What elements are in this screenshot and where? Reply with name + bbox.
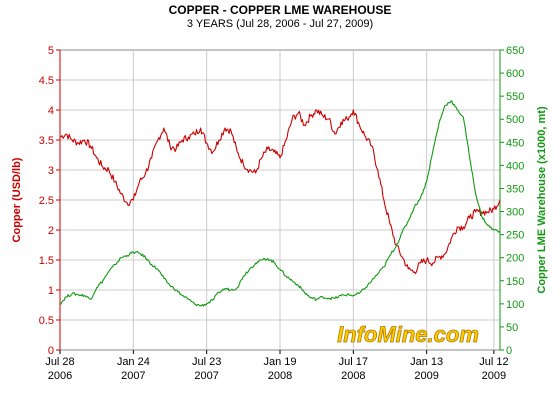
left-tick-label: 4 [48,105,54,117]
x-tick-label-date: Jul 17 [339,356,368,368]
right-tick-label: 50 [506,322,518,334]
left-tick-label: 1.5 [39,255,54,267]
left-tick-label: 3.5 [39,135,54,147]
right-tick-label: 650 [506,45,524,57]
left-axis-ticks: 0 0.5 1 1.5 2 2.5 3 3.5 4 4.5 5 [39,45,61,357]
left-tick-label: 4.5 [39,75,54,87]
right-tick-label: 0 [506,345,512,357]
right-tick-label: 600 [506,68,524,80]
right-axis-ticks: 0 50 100 150 200 250 300 350 400 450 500 550 600 650 [499,45,524,357]
right-tick-label: 250 [506,230,524,242]
series-layer [59,100,501,307]
x-tick-label-date: Jan 19 [263,356,296,368]
x-tick-label-date: Jul 12 [479,356,508,368]
right-tick-label: 150 [506,276,524,288]
left-tick-label: 3 [48,165,54,177]
x-axis-ticks: Jul 28 2006 Jan 24 2007 Jul 23 2007 Jan 19 2008… [45,350,509,382]
left-tick-label: 2.5 [39,195,54,207]
chart-title: COPPER - COPPER LME WAREHOUSE [169,3,392,17]
chart-subtitle: 3 YEARS (Jul 28, 2006 - Jul 27, 2009) [187,18,373,30]
left-tick-label: 5 [48,45,54,57]
right-tick-label: 500 [506,114,524,126]
right-tick-label: 450 [506,137,524,149]
x-tick-label-year: 2008 [268,370,292,382]
x-tick-label-date: Jan 24 [117,356,150,368]
right-tick-label: 200 [506,253,524,265]
x-tick-label-year: 2009 [482,370,506,382]
right-tick-label: 100 [506,299,524,311]
x-tick-label-year: 2007 [121,370,145,382]
x-tick-label-year: 2007 [194,370,218,382]
x-tick-label-date: Jan 13 [410,356,443,368]
left-tick-label: 2 [48,225,54,237]
x-tick-label-year: 2009 [414,370,438,382]
right-tick-label: 550 [506,91,524,103]
left-tick-label: 0 [48,345,54,357]
series-line-copper-price [59,109,501,275]
right-tick-label: 400 [506,160,524,172]
right-tick-label: 300 [506,207,524,219]
x-tick-label-date: Jul 23 [192,356,221,368]
x-tick-label-year: 2008 [341,370,365,382]
x-tick-label-year: 2006 [48,370,72,382]
y-axis-right-label: Copper LME Warehouse (x1000, mt) [536,106,548,294]
x-tick-label-date: Jul 28 [45,356,74,368]
watermark-logo: InfoMine.com [337,322,479,347]
series-line-lme-warehouse [59,100,501,307]
left-tick-label: 1 [48,285,54,297]
left-tick-label: 0.5 [39,315,54,327]
y-axis-left-label: Copper (USD/lb) [11,157,23,242]
right-tick-label: 350 [506,183,524,195]
